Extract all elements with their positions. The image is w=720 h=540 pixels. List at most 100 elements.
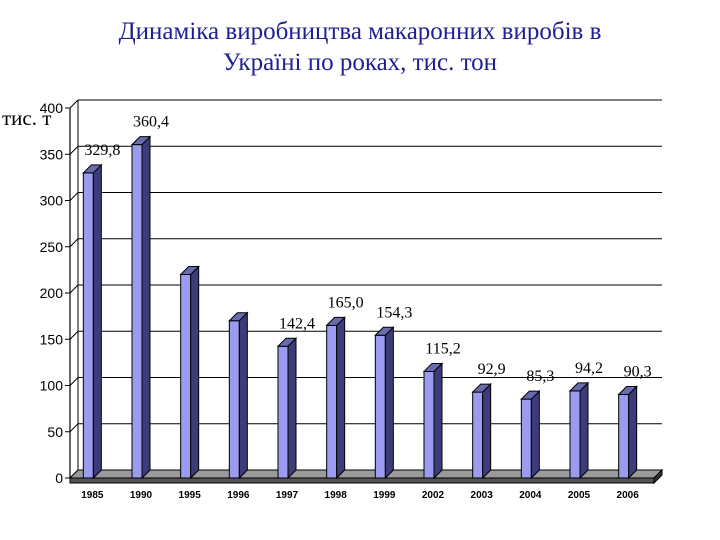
y-tick-label: 150: [40, 331, 64, 347]
bar-front: [180, 274, 192, 479]
data-label: 165,0: [328, 294, 364, 311]
y-axis-unit-label: тис. т: [2, 106, 52, 130]
x-tick-labels: 1985 1990 1995 1996 1997 1998 1999 2002 2003 2004…: [81, 490, 639, 501]
bar-side: [530, 389, 540, 480]
x-tick-label: 2006: [617, 490, 640, 501]
grid-line-depth: [69, 284, 79, 294]
data-label: 94,2: [575, 360, 603, 377]
bar-front: [131, 144, 143, 479]
bar-front: [326, 324, 338, 479]
bar-top: [520, 390, 541, 400]
grid-line-depth: [69, 238, 79, 248]
bar-1985: [82, 163, 103, 480]
bar-2002: [422, 362, 444, 480]
y-tick-label: 0: [55, 470, 63, 486]
bar-side: [92, 163, 102, 480]
bar-2005: [568, 381, 590, 480]
bar-1998: [325, 316, 346, 480]
bar-top: [325, 316, 346, 326]
bar-1995: [179, 265, 200, 480]
bar-top: [82, 164, 103, 174]
x-tick-label: 1999: [373, 490, 396, 501]
chart-title-line-2: Україні по роках, тис. тон: [222, 49, 498, 76]
bar-side: [628, 385, 638, 480]
bar-side: [482, 382, 492, 480]
bar-side: [384, 326, 394, 480]
y-tick-label: 400: [40, 100, 64, 116]
y-tick-label: 300: [40, 193, 64, 209]
grid-line-depth: [69, 145, 79, 155]
floor-side: [653, 468, 663, 485]
grid-line-depth: [69, 330, 79, 340]
bar-1990: [130, 135, 152, 480]
bar-front: [520, 398, 532, 479]
data-label: 92,9: [478, 361, 506, 378]
data-label: 115,2: [425, 340, 460, 357]
bar-side: [238, 311, 248, 480]
bar-2003: [471, 382, 492, 480]
bar-front: [618, 393, 630, 479]
chart-floor: [68, 468, 664, 485]
bar-top: [130, 136, 152, 146]
bar-top: [617, 385, 638, 395]
bar-1996: [228, 311, 249, 480]
grid-line-depth: [69, 377, 79, 386]
bar-top: [568, 382, 590, 392]
x-tick-label: 1997: [276, 490, 299, 501]
bar-side: [190, 265, 200, 480]
floor-front: [69, 477, 655, 484]
x-tick-label: 1990: [130, 490, 153, 501]
bar-top: [179, 266, 200, 275]
bar-1997: [276, 337, 298, 480]
bar-side: [336, 316, 346, 480]
bar-top: [228, 312, 249, 322]
bar-front: [82, 172, 94, 479]
grid-lines: [65, 99, 662, 479]
data-label: 90,3: [624, 363, 652, 380]
bar-top: [471, 383, 492, 393]
bar-1999: [374, 326, 395, 480]
x-tick-label: 2004: [519, 490, 542, 501]
bar-side: [287, 337, 297, 480]
bar-top: [422, 362, 444, 372]
bar-front: [472, 391, 484, 479]
data-label: 329,8: [84, 142, 120, 159]
data-label: 360,4: [133, 114, 169, 131]
x-tick-label: 1996: [227, 490, 250, 501]
x-tick-label: 1998: [325, 490, 348, 501]
data-label: 85,3: [526, 368, 554, 385]
bars: [82, 135, 638, 480]
bar-top: [276, 337, 298, 347]
x-tick-label: 2002: [422, 490, 445, 501]
bar-front: [228, 320, 240, 479]
y-tick-label: 250: [40, 239, 64, 255]
bar-side: [579, 381, 589, 480]
y-tick-label: 50: [47, 424, 63, 440]
bar-front: [569, 390, 581, 479]
y-tick-labels: 0 50 100 150 200 250 300 350 400: [40, 100, 64, 486]
bar-front: [277, 345, 289, 479]
grid-line-depth: [69, 423, 79, 433]
bar-front: [374, 334, 386, 479]
x-tick-label: 1995: [179, 490, 202, 501]
data-label: 142,4: [279, 315, 315, 332]
bar-side: [141, 135, 151, 480]
x-tick-label: 2005: [568, 490, 591, 501]
y-tick-label: 350: [40, 146, 64, 162]
grid-line-depth: [69, 99, 79, 109]
chart-title: Динаміка виробництва макаронних виробів …: [40, 16, 680, 78]
bar-side: [433, 362, 443, 480]
x-tick-label: 2003: [471, 490, 494, 501]
bar-2006: [617, 385, 638, 480]
bar-top: [374, 326, 395, 336]
data-labels: 329,8 360,4 142,4 165,0 154,3 115,2 92,9 85,3 94…: [84, 114, 651, 385]
bar-2004: [520, 389, 541, 480]
y-tick-label: 200: [40, 285, 64, 301]
data-label: 154,3: [376, 304, 412, 321]
x-tick-label: 1985: [81, 490, 104, 501]
grid-line-depth: [69, 192, 79, 201]
y-tick-label: 100: [40, 378, 64, 394]
chart-title-line-1: Динаміка виробництва макаронних виробів …: [118, 18, 602, 45]
bar-front: [423, 370, 435, 479]
